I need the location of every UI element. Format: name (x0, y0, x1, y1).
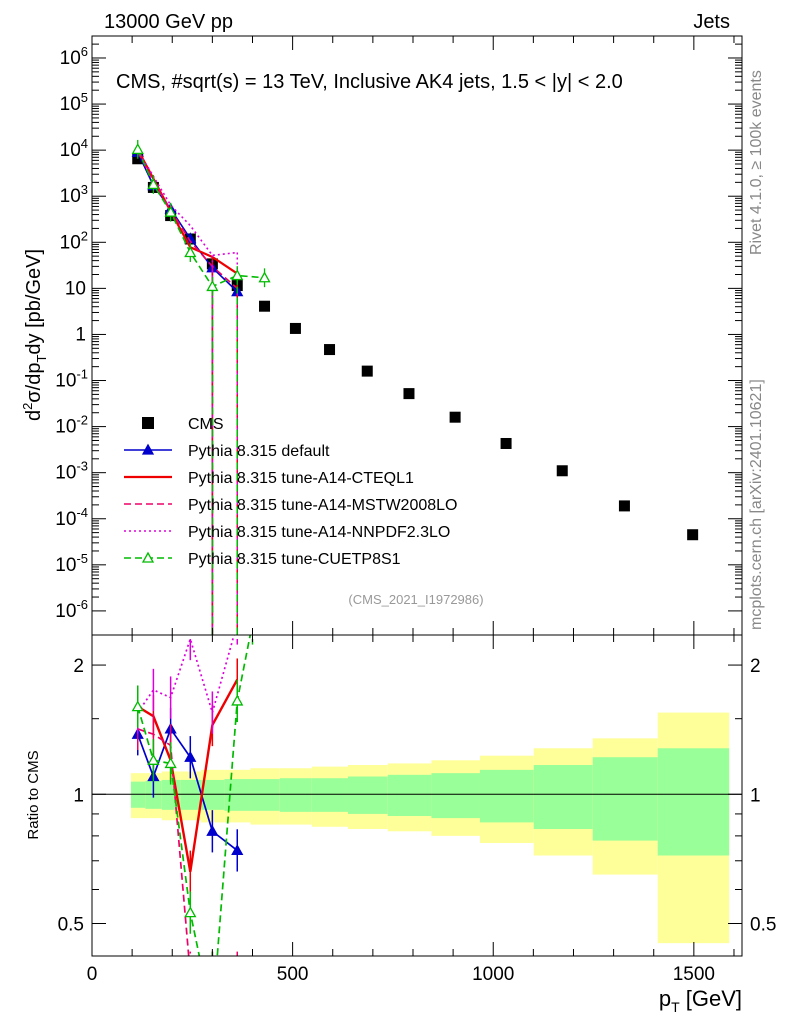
y-tick-label: 10 (65, 278, 86, 299)
rivet-version-label: Rivet 4.1.0, ≥ 100k events (748, 70, 765, 255)
legend-entry-label: Pythia 8.315 tune-A14-MSTW2008LO (188, 497, 457, 514)
ratio-y-tick-label: 1 (73, 785, 84, 806)
legend-marker-cms (142, 417, 154, 429)
ratio-series-line (137, 679, 239, 872)
ratio-series-line (137, 635, 235, 716)
ratio-panel: 0 500 1000 1500 0.5 0.5 1 1 2 2 Ratio to CMS (25, 618, 776, 1023)
mc-series-line (136, 148, 238, 275)
x-tick-label: 1000 (472, 964, 514, 985)
ratio-point-marker (206, 824, 219, 836)
legend-marker (141, 443, 155, 455)
ratio-plot-content (92, 618, 742, 1023)
y-tick-label: 104 (60, 136, 88, 161)
x-tick-label: 500 (277, 964, 309, 985)
y-tick-label: 10-1 (55, 367, 88, 392)
ratio-point-marker (164, 757, 177, 769)
ratio-band-inner (311, 778, 348, 812)
cms-data-point (259, 300, 271, 312)
legend-marker (141, 551, 155, 563)
legend-entry-label: CMS (188, 416, 224, 433)
analysis-watermark: (CMS_2021_I1972986) (348, 592, 483, 607)
ratio-point-marker (207, 1014, 217, 1023)
mc-point-marker (258, 271, 271, 283)
legend-entry-label: Pythia 8.315 default (188, 443, 330, 460)
y-tick-label: 106 (60, 44, 88, 69)
mc-series-line (137, 151, 238, 293)
y-tick-label: 105 (60, 90, 88, 115)
cms-data-point (289, 322, 301, 334)
main-panel-frame (91, 35, 743, 636)
ratio-band-inner (431, 773, 480, 819)
ratio-point-marker (131, 700, 144, 712)
ratio-y-tick-label-right: 1 (750, 785, 761, 806)
legend-entry-label: Pythia 8.315 tune-CUETP8S1 (188, 551, 401, 568)
ratio-y-tick-label: 2 (73, 656, 84, 677)
mc-point-marker (231, 269, 244, 281)
mc-point-marker (131, 143, 144, 155)
ratio-band-inner (592, 757, 658, 841)
mc-series-line (137, 151, 238, 289)
mc-point-marker (184, 246, 197, 258)
y-tick-label: 10-6 (55, 597, 88, 622)
ratio-y-axis-label: Ratio to CMS (25, 750, 42, 839)
cms-data-point (449, 411, 461, 423)
mc-series-line (137, 149, 238, 257)
ratio-band-inner (180, 779, 202, 810)
legend: CMS Pythia 8.315 default Pythia 8.315 tune… (124, 416, 457, 568)
y-tick-label: 103 (60, 182, 88, 207)
cms-data-point (361, 365, 373, 377)
y-tick-label: 10-5 (55, 551, 88, 576)
ratio-y-tick-label-right: 0.5 (750, 914, 776, 935)
ratio-point-marker (184, 750, 197, 762)
ratio-band-inner (347, 776, 388, 814)
ratio-point-marker (247, 618, 257, 627)
mcplots-label: mcplots.cern.ch [arXiv:2401.10621] (748, 379, 765, 630)
legend-entry-label: Pythia 8.315 tune-A14-NNPDF2.3LO (188, 524, 450, 541)
x-axis-label: pT [GeV] (659, 986, 742, 1015)
header-left-label: 13000 GeV pp (104, 11, 233, 33)
legend-entry-label: Pythia 8.315 tune-A14-CTEQL1 (188, 470, 414, 487)
main-axes: 10-6 10-5 10-4 10-3 10-2 10-1 1 10 102 103 104 105 1… (55, 35, 742, 635)
ratio-point-marker (184, 906, 197, 918)
ratio-panel-frame (91, 634, 743, 957)
mc-point-marker (147, 178, 160, 190)
ratio-point-marker (231, 844, 244, 856)
header-right-label: Jets (693, 11, 730, 33)
main-panel: 10-6 10-5 10-4 10-3 10-2 10-1 1 10 102 103 104 105 1… (20, 35, 743, 636)
cms-data-point (687, 529, 699, 541)
y-tick-label: 1 (75, 324, 86, 345)
y-tick-label: 102 (60, 228, 88, 253)
ratio-band-inner (224, 779, 251, 811)
ratio-band-inner (201, 779, 225, 810)
cms-data-point (403, 388, 415, 400)
ratio-axes: 0 500 1000 1500 0.5 0.5 1 1 2 2 (58, 635, 776, 985)
chart-title: CMS, #sqrt(s) = 13 TeV, Inclusive AK4 je… (116, 71, 623, 93)
ratio-y-tick-label: 0.5 (58, 914, 84, 935)
ratio-y-tick-label-right: 2 (750, 656, 761, 677)
ratio-band-inner (479, 769, 534, 823)
cms-data-point (500, 437, 512, 449)
ratio-band-inner (250, 779, 280, 811)
x-tick-label: 1500 (673, 964, 715, 985)
ratio-band-inner (657, 748, 730, 856)
main-plot-content (131, 139, 699, 635)
ratio-series-line (137, 728, 190, 956)
ratio-band-inner (279, 778, 312, 812)
y-tick-label: 10-3 (55, 459, 88, 484)
x-tick-label: 0 (87, 964, 98, 985)
ratio-point-marker (147, 753, 160, 765)
ratio-band-inner (387, 774, 432, 817)
cms-data-point (618, 500, 630, 512)
ratio-point-marker (231, 694, 244, 706)
cms-data-point (324, 344, 336, 356)
mc-point-marker (164, 205, 177, 217)
y-tick-label: 10-4 (55, 505, 88, 530)
mc-point-marker (206, 280, 219, 292)
y-tick-label: 10-2 (55, 413, 88, 438)
cms-data-point (556, 465, 568, 477)
y-axis-label: d2σ/dpTdy [pb/GeV] (20, 249, 49, 421)
ratio-band-inner (533, 765, 593, 830)
mc-series-line (137, 149, 265, 288)
